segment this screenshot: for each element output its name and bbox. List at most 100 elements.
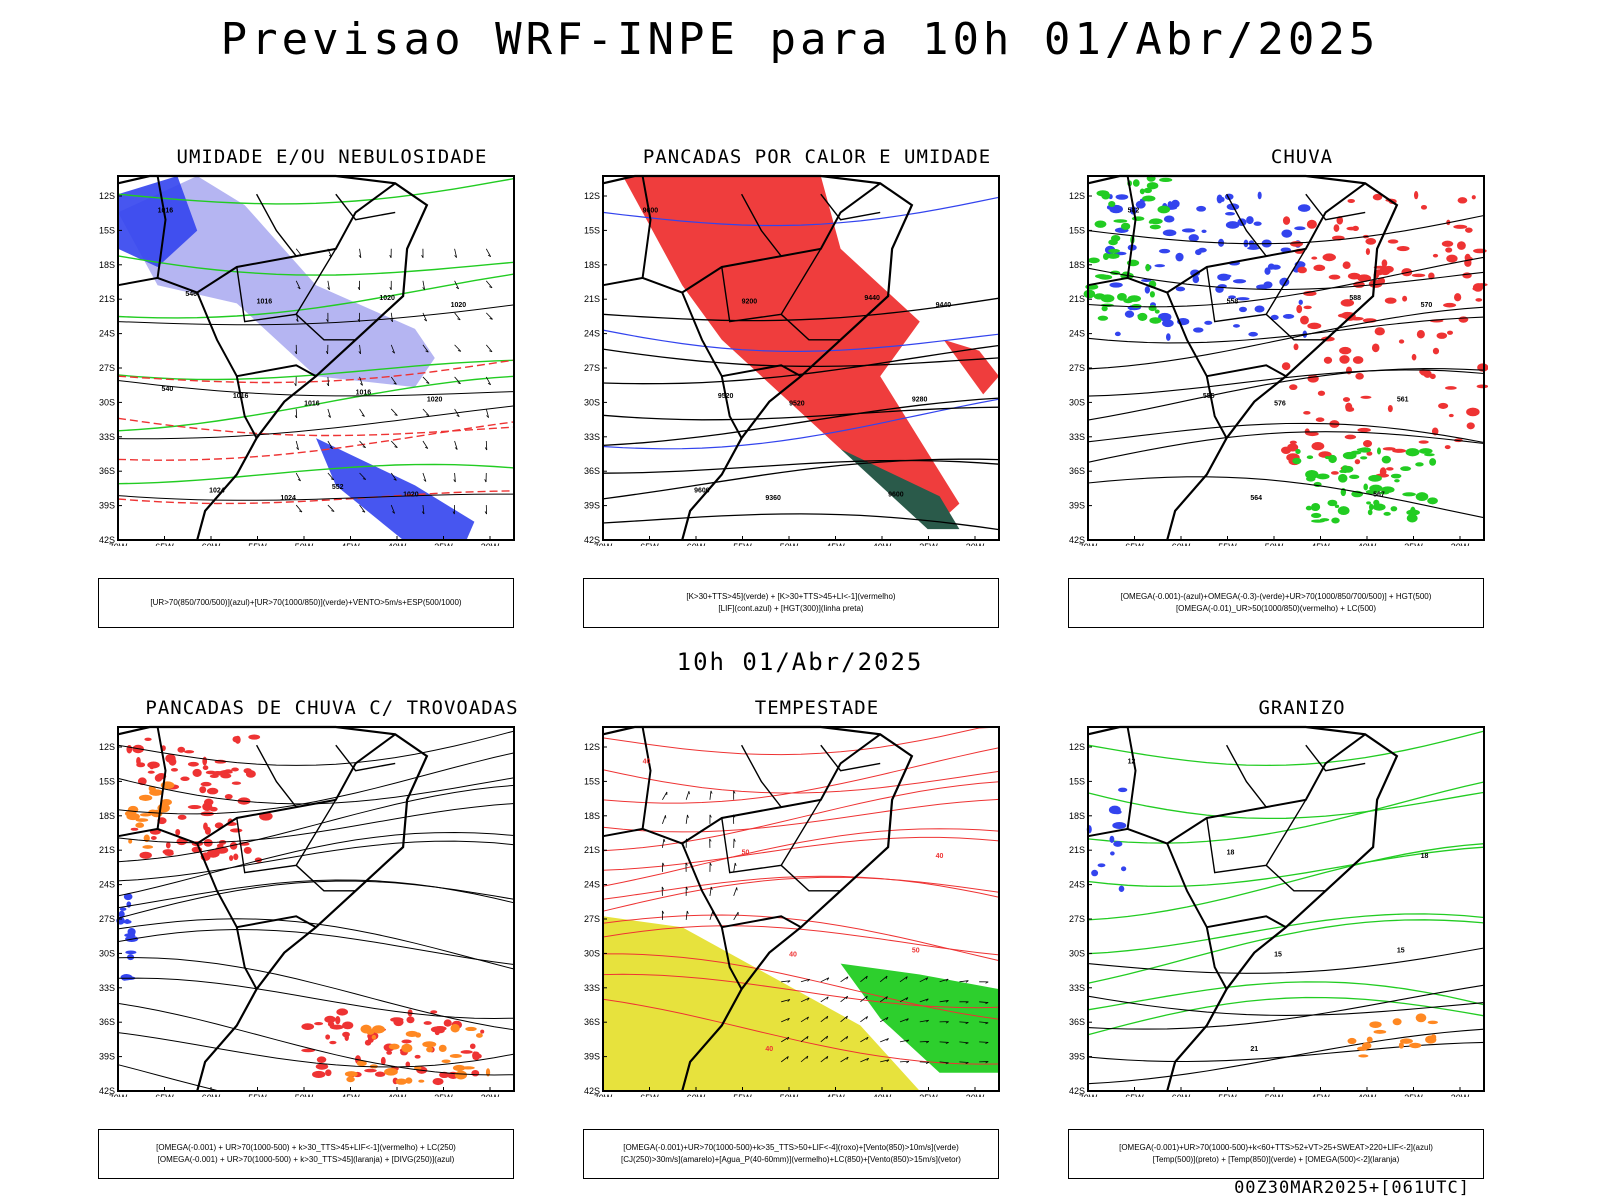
state-border (1206, 248, 1307, 323)
rain-blue (1190, 269, 1201, 277)
lat-label: 21S (1069, 294, 1085, 304)
wind-vector (392, 511, 395, 514)
wind-vector (786, 1056, 789, 1060)
lon-label: 55W (1218, 542, 1237, 546)
storm-red (432, 1078, 444, 1086)
wind-vector (840, 1056, 849, 1063)
contour-label: 9520 (789, 400, 805, 407)
border-line (196, 182, 396, 294)
wind-vector (905, 997, 909, 1001)
rain-red (1382, 447, 1396, 451)
green-contour (117, 463, 515, 485)
lat-label: 24S (99, 329, 115, 339)
lat-label: 18S (1069, 811, 1085, 821)
storm-red (216, 843, 224, 848)
lon-label: 50W (1265, 1093, 1284, 1097)
green-contour (117, 177, 515, 205)
omega-orange (1358, 1054, 1369, 1058)
storm-red (229, 855, 234, 861)
storm-orange (142, 845, 154, 849)
temp500-contour (1087, 995, 1485, 1016)
storm-orange (136, 822, 144, 828)
rain-blue (1253, 221, 1262, 226)
rain-red (1311, 256, 1318, 260)
storm-orange (405, 1077, 413, 1084)
storm-red (243, 768, 252, 774)
lon-label: 65W (155, 542, 174, 546)
contour-label: 1016 (257, 298, 273, 305)
rain-blue (1270, 314, 1279, 320)
contour-label: 576 (1274, 400, 1286, 407)
lat-label: 33S (1069, 983, 1085, 993)
border-line (1206, 915, 1287, 929)
hgt-contour (602, 344, 1000, 385)
wind-vector (840, 976, 849, 983)
wind-vector (390, 408, 398, 416)
rain-red (1387, 239, 1399, 244)
wind-vector (945, 1062, 949, 1065)
wind-vector (325, 351, 329, 355)
wind-vector (820, 977, 830, 983)
rain-red (1307, 322, 1322, 330)
lat-label: 27S (99, 363, 115, 373)
contour-label: 570 (1421, 302, 1433, 309)
heat-shower-area (622, 176, 960, 522)
rain-red (1290, 241, 1303, 247)
rain-red (1289, 440, 1297, 445)
storm-orange (454, 1070, 468, 1080)
rain-green (1311, 512, 1322, 519)
rain-red (1352, 356, 1364, 364)
hgt-contour (602, 397, 1000, 447)
lat-label: 33S (1069, 432, 1085, 442)
rain-blue (1225, 221, 1240, 229)
hgt-contour (1087, 431, 1485, 463)
border-line (1206, 364, 1287, 378)
rain-red (1306, 219, 1317, 229)
rain-blue (1294, 226, 1306, 231)
contour-label: 9200 (742, 298, 758, 305)
storm-red (180, 776, 190, 782)
wind-vector (426, 382, 430, 384)
wind-vector (359, 504, 366, 513)
rain-green (1097, 315, 1109, 321)
rain-red (1432, 253, 1439, 258)
rain-red (1300, 315, 1309, 325)
wind-vector (734, 862, 737, 866)
rain-green (1338, 473, 1348, 483)
wind-vector (985, 1042, 989, 1045)
rain-green (1405, 448, 1420, 457)
contour-label: 588 (1349, 295, 1361, 302)
rain-green (1331, 517, 1340, 524)
wind-vector (484, 511, 487, 515)
wind-vector (390, 344, 395, 354)
contour-label: 50 (912, 948, 920, 955)
temp500-contour (1087, 1041, 1485, 1063)
wind-vector (422, 376, 430, 384)
wind-vector (959, 1061, 969, 1063)
rain-red (1363, 440, 1373, 448)
storm-red (199, 786, 207, 794)
red-dashed-contour (117, 490, 515, 505)
rain-red (1418, 440, 1429, 444)
panel-title: UMIDADE E/OU NEBULOSIDADE (176, 146, 488, 168)
rain-blue (1158, 248, 1171, 254)
lon-label: 55W (248, 542, 267, 546)
rain-green (1117, 292, 1127, 301)
wind-vector (424, 446, 429, 449)
lat-label: 36S (99, 1017, 115, 1027)
storm-red (130, 827, 139, 831)
rain-red (1365, 238, 1377, 245)
wind-vector (361, 414, 365, 417)
lat-label: 42S (99, 535, 115, 545)
storm-orange (126, 812, 140, 821)
wind-vector (457, 382, 461, 385)
rain-green (1106, 253, 1120, 259)
rain-red (1457, 197, 1468, 204)
lon-label: 55W (733, 1093, 752, 1097)
rain-red (1387, 405, 1393, 413)
rain-green (1146, 182, 1159, 190)
omega-orange (1425, 1035, 1437, 1044)
rain-green (1120, 222, 1131, 230)
state-border (1225, 744, 1267, 808)
wind-vector (685, 791, 690, 800)
